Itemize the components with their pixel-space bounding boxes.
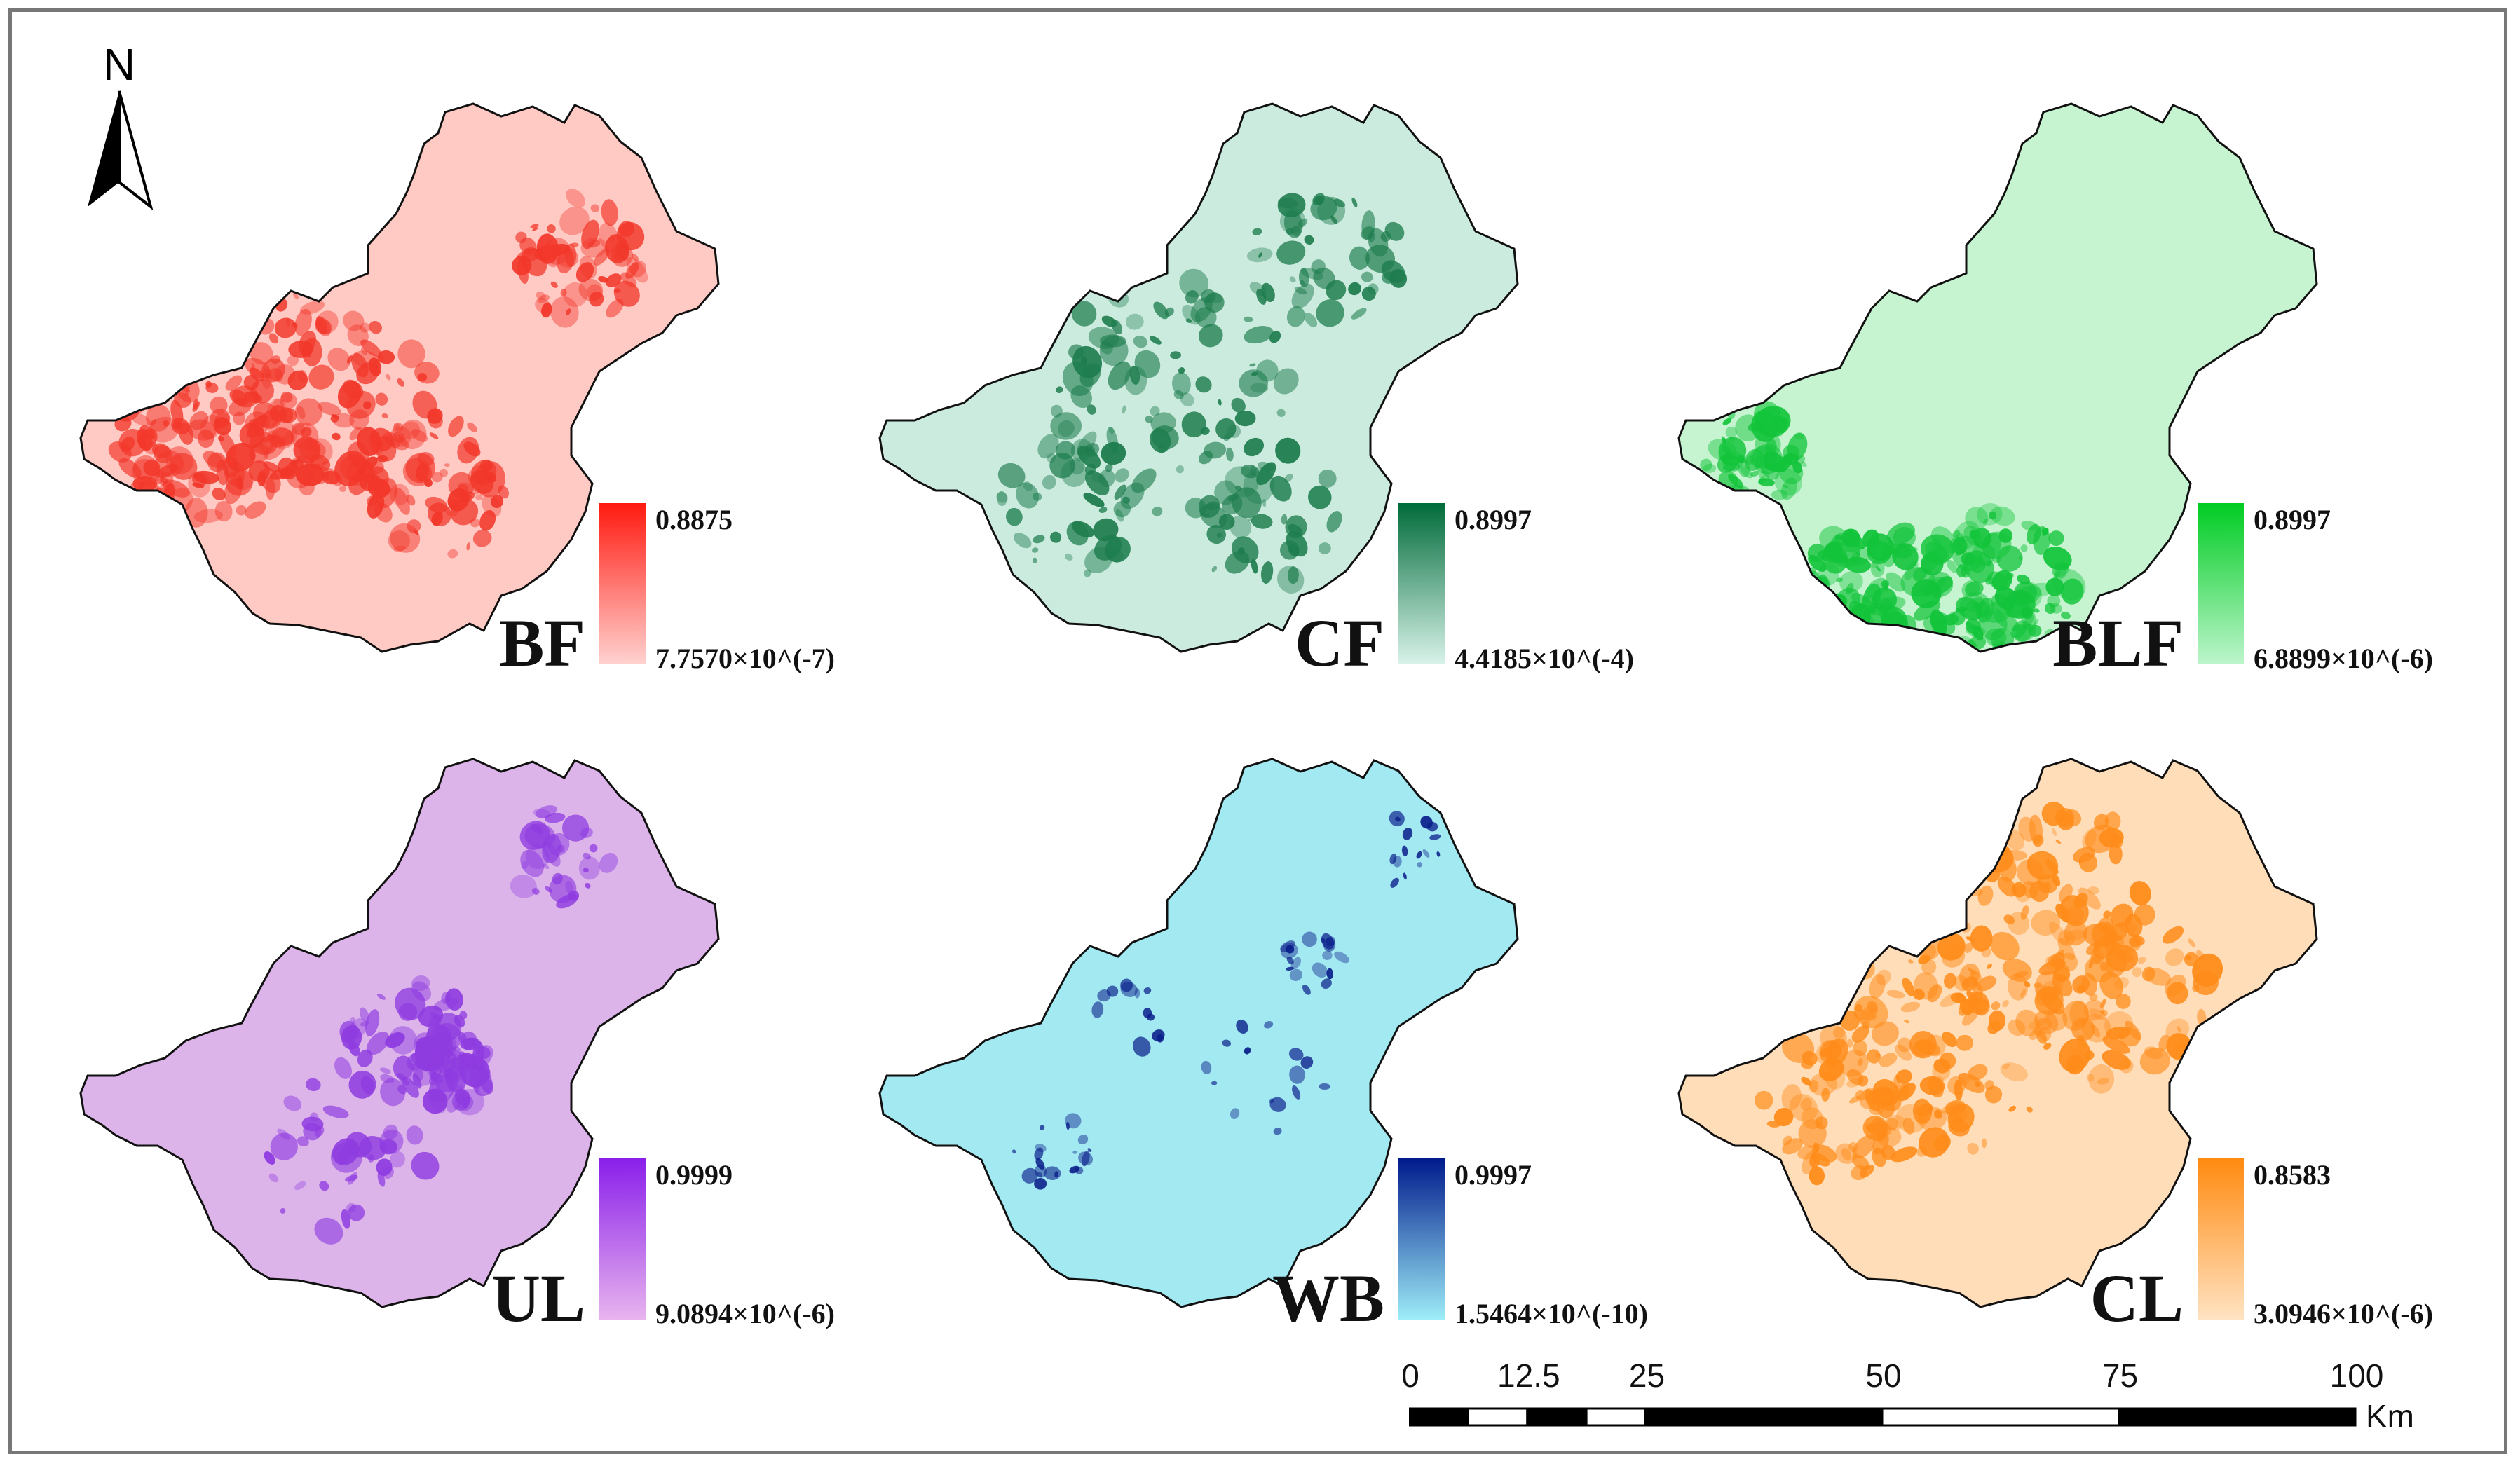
panel-label: BLF: [2052, 605, 2184, 680]
legend-min-value: 4.4185×10^(-4): [1455, 643, 1634, 674]
panel-label: UL: [491, 1261, 585, 1336]
panel-label: WB: [1272, 1261, 1384, 1336]
panel-bf: 0.8875 7.7570×10^(-7) BF: [79, 91, 887, 722]
north-arrow-icon: [88, 90, 154, 210]
region-fill: [1679, 759, 2317, 1307]
region-boundary: [878, 758, 1519, 1308]
legend-min-value: 3.0946×10^(-6): [2254, 1298, 2433, 1329]
region-map-wb: [878, 758, 1519, 1308]
legend-max-value: 0.9997: [1455, 1159, 1532, 1191]
region-boundary: [878, 102, 1519, 653]
region-boundary: [79, 102, 720, 653]
scale-tick-label: 100: [2329, 1357, 2384, 1394]
legend-max-value: 0.9999: [655, 1159, 733, 1191]
region-boundary: [79, 758, 720, 1308]
scale-tick-label: 12.5: [1497, 1357, 1560, 1394]
legend-colorbar: [2198, 503, 2244, 664]
scale-tick-label: 25: [1628, 1357, 1666, 1394]
legend-colorbar: [2198, 1158, 2244, 1320]
region-fill: [880, 104, 1518, 652]
probability-texture: [108, 189, 648, 559]
legend-min-value: 1.5464×10^(-10): [1455, 1298, 1648, 1329]
region-map-bf: [79, 102, 720, 653]
scale-bar-graphic: [1409, 1407, 2357, 1427]
legend-max-value: 0.8583: [2254, 1159, 2331, 1191]
panel-label: CL: [2090, 1261, 2184, 1336]
scale-tick-label: 50: [1865, 1357, 1902, 1394]
legend-min-value: 7.7570×10^(-7): [655, 643, 835, 674]
panel-ul: 0.9999 9.0894×10^(-6) UL: [79, 746, 887, 1377]
probability-texture: [264, 805, 618, 1245]
legend-colorbar: [1398, 503, 1445, 664]
legend-max-value: 0.8875: [655, 504, 733, 535]
region-map-blf: [1677, 102, 2318, 653]
legend-max-value: 0.8997: [1455, 504, 1532, 535]
scale-tick-label: 0: [1401, 1357, 1419, 1394]
panel-wb: 0.9997 1.5464×10^(-10) WB: [878, 746, 1686, 1377]
region-boundary: [1677, 758, 2318, 1308]
scale-segment: [1466, 1407, 1529, 1427]
region-map-ul: [79, 758, 720, 1308]
panel-cl: 0.8583 3.0946×10^(-6) CL: [1677, 746, 2485, 1377]
region-fill: [880, 759, 1518, 1307]
legend-colorbar: [1398, 1158, 1445, 1320]
region-map-cl: [1677, 758, 2318, 1308]
panel-label: CF: [1295, 605, 1384, 680]
scale-segment: [1881, 1407, 2120, 1427]
scale-segment: [1526, 1407, 1588, 1427]
north-letter: N: [102, 39, 136, 90]
scale-segment: [1585, 1407, 1647, 1427]
panel-blf: 0.8997 6.8899×10^(-6) BLF: [1677, 91, 2485, 722]
legend-max-value: 0.8997: [2254, 504, 2331, 535]
scale-segment: [1644, 1407, 1884, 1427]
scale-tick-label: 75: [2102, 1357, 2139, 1394]
region-boundary: [1677, 102, 2318, 653]
scale-segment: [1409, 1407, 1469, 1427]
scale-segment: [2118, 1407, 2357, 1427]
north-arrow: N: [81, 42, 158, 210]
legend-min-value: 9.0894×10^(-6): [655, 1298, 835, 1329]
probability-texture: [996, 193, 1408, 594]
legend-colorbar: [599, 1158, 646, 1320]
scale-bar: Km 0 12.5 25 50 75 100: [1401, 1357, 2446, 1437]
legend-min-value: 6.8899×10^(-6): [2254, 643, 2433, 674]
panel-label: BF: [499, 605, 585, 680]
region-map-cf: [878, 102, 1519, 653]
probability-texture: [1012, 811, 1441, 1190]
scale-unit: Km: [2366, 1398, 2414, 1434]
legend-colorbar: [599, 503, 646, 664]
panel-cf: 0.8997 4.4185×10^(-4) CF: [878, 91, 1686, 722]
region-fill: [1679, 104, 2317, 652]
